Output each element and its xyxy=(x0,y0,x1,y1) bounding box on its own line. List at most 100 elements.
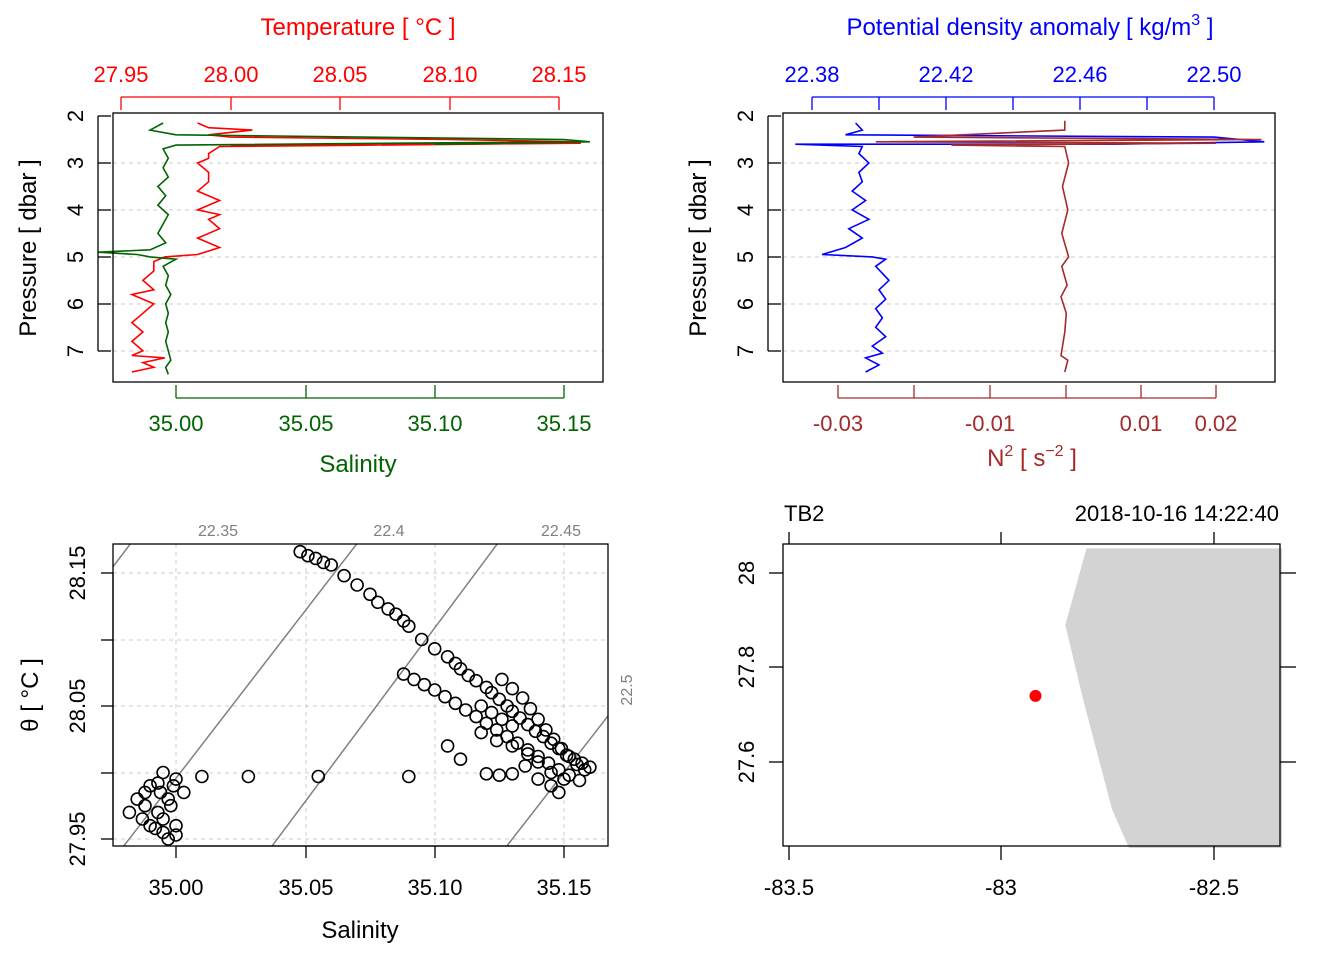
salinity-profile-line xyxy=(98,122,590,375)
ts-point xyxy=(541,756,556,770)
ts-point xyxy=(311,769,326,784)
ts-point xyxy=(389,607,403,621)
ts-point xyxy=(539,723,553,737)
pressure-tick-label: 2 xyxy=(733,110,758,122)
ts-point xyxy=(505,681,520,696)
n2-tick-label: 0.01 xyxy=(1120,411,1163,436)
ts-point xyxy=(484,705,499,720)
temperature-tick-label: 28.00 xyxy=(203,62,258,87)
ts-point xyxy=(469,709,483,724)
profile-density-panel: 22.38 22.42 22.46 22.50 Potential densit… xyxy=(685,12,1276,472)
profile-ts-frame xyxy=(112,112,604,383)
density-tick-label: 22.42 xyxy=(918,62,973,87)
density-axis: 22.38 22.42 22.46 22.50 Potential densit… xyxy=(784,12,1242,110)
ts-point xyxy=(427,683,442,697)
ts-point xyxy=(156,812,170,826)
density-axis-title-main: Potential density anomaly xyxy=(846,14,1120,41)
ts-point xyxy=(469,673,483,688)
temperature-tick-label: 27.95 xyxy=(93,62,148,87)
ts-point xyxy=(169,828,183,842)
ts-point xyxy=(161,792,176,806)
temperature-tick-label: 28.05 xyxy=(312,62,367,87)
ts-point xyxy=(316,555,331,570)
ts-point xyxy=(138,785,152,800)
ts-point xyxy=(448,696,463,711)
ts-point xyxy=(518,759,533,773)
temperature-axis: 27.95 28.00 28.05 28.10 28.15 Temperatur… xyxy=(93,14,587,110)
map-x-tick-label: -82.5 xyxy=(1189,875,1239,900)
ts-x-axis-title: Salinity xyxy=(321,917,398,944)
pressure-axis: 2 3 4 5 6 7 Pressure [ dbar ] xyxy=(15,110,111,357)
temperature-tick-label: 28.15 xyxy=(531,62,586,87)
n2-axis-title-exp: 2 xyxy=(1004,443,1013,460)
ts-x-tick-label: 35.00 xyxy=(148,875,203,900)
map-y-tick-label: 27.6 xyxy=(734,741,759,784)
ts-point xyxy=(557,772,571,786)
ts-point xyxy=(544,765,558,780)
ts-point xyxy=(161,832,176,846)
profile-ts-grid xyxy=(113,162,603,352)
pressure-tick-label: 6 xyxy=(733,298,758,310)
ts-point xyxy=(546,732,561,747)
n2-tick-label: -0.03 xyxy=(813,411,863,436)
density-profile-line xyxy=(795,122,1265,373)
ts-point xyxy=(414,632,429,647)
pressure-axis-title: Pressure [ dbar ] xyxy=(685,159,712,336)
ts-x-tick-label: 35.05 xyxy=(278,875,333,900)
profile-density-frame xyxy=(782,112,1276,383)
ts-point xyxy=(495,712,509,727)
station-map-frame xyxy=(782,543,1281,847)
density-axis-title-unit: [ kg/m xyxy=(1126,14,1191,41)
salinity-tick-label: 35.05 xyxy=(278,411,333,436)
ts-y-axis-title: θ [ °C ] xyxy=(17,658,44,732)
ts-point xyxy=(135,812,150,826)
n2-axis-title: N2 [ s−2 ] xyxy=(987,443,1077,472)
ts-point xyxy=(474,725,489,740)
ts-point xyxy=(484,685,499,700)
density-axis-title: Potential density anomaly[ kg/m3 ] xyxy=(846,12,1213,41)
pressure-axis-2: 2 3 4 5 6 7 Pressure [ dbar ] xyxy=(685,110,781,357)
ts-point xyxy=(505,767,520,781)
isopycnal-line xyxy=(505,714,608,846)
ts-point xyxy=(427,642,442,656)
ts-point xyxy=(544,779,558,793)
coastline-land xyxy=(1065,548,1282,848)
density-axis-title-exp: 3 xyxy=(1191,12,1200,29)
ts-plot-area xyxy=(113,544,608,846)
ts-point xyxy=(241,769,256,784)
ts-point xyxy=(531,755,545,769)
salinity-tick-label: 35.00 xyxy=(148,411,203,436)
ts-point xyxy=(417,677,432,692)
station-marker xyxy=(1029,689,1042,702)
ts-x-tick-label: 35.15 xyxy=(536,875,591,900)
pressure-tick-label: 4 xyxy=(733,204,758,216)
map-right-ticks xyxy=(1280,572,1296,763)
pressure-tick-label: 3 xyxy=(63,157,88,169)
ts-x-axis: 35.00 35.05 35.10 35.15 Salinity xyxy=(148,845,592,944)
temperature-profile-line xyxy=(129,122,581,373)
ts-point xyxy=(489,723,504,737)
salinity-axis: 35.00 35.05 35.10 35.15 Salinity xyxy=(148,385,592,478)
ts-point xyxy=(438,689,452,704)
ts-point xyxy=(308,551,323,566)
ts-point xyxy=(575,756,589,770)
ts-point xyxy=(531,712,545,727)
ts-point xyxy=(520,743,535,757)
pressure-tick-label: 7 xyxy=(63,345,88,357)
ts-point xyxy=(495,672,509,687)
pressure-tick-label: 3 xyxy=(733,157,758,169)
ts-y-tick-label: 28.15 xyxy=(65,545,90,600)
ts-diagram-panel: 22.35 22.4 22.45 22.5 35.00 35.05 35.10 … xyxy=(17,523,636,944)
ts-point xyxy=(492,768,507,782)
ts-point xyxy=(153,785,168,800)
n2-axis: -0.03 -0.01 0.01 0.02 N2 [ s−2 ] xyxy=(813,385,1237,472)
ts-point xyxy=(130,792,145,806)
ts-point xyxy=(523,701,538,716)
ts-point xyxy=(156,765,170,780)
ts-point xyxy=(531,749,545,764)
ts-point xyxy=(505,704,520,719)
station-map-panel: TB2 2018-10-16 14:22:40 -83.5 -83 -82.5 … xyxy=(734,501,1296,900)
ts-point xyxy=(163,798,178,813)
density-tick-label: 22.46 xyxy=(1052,62,1107,87)
